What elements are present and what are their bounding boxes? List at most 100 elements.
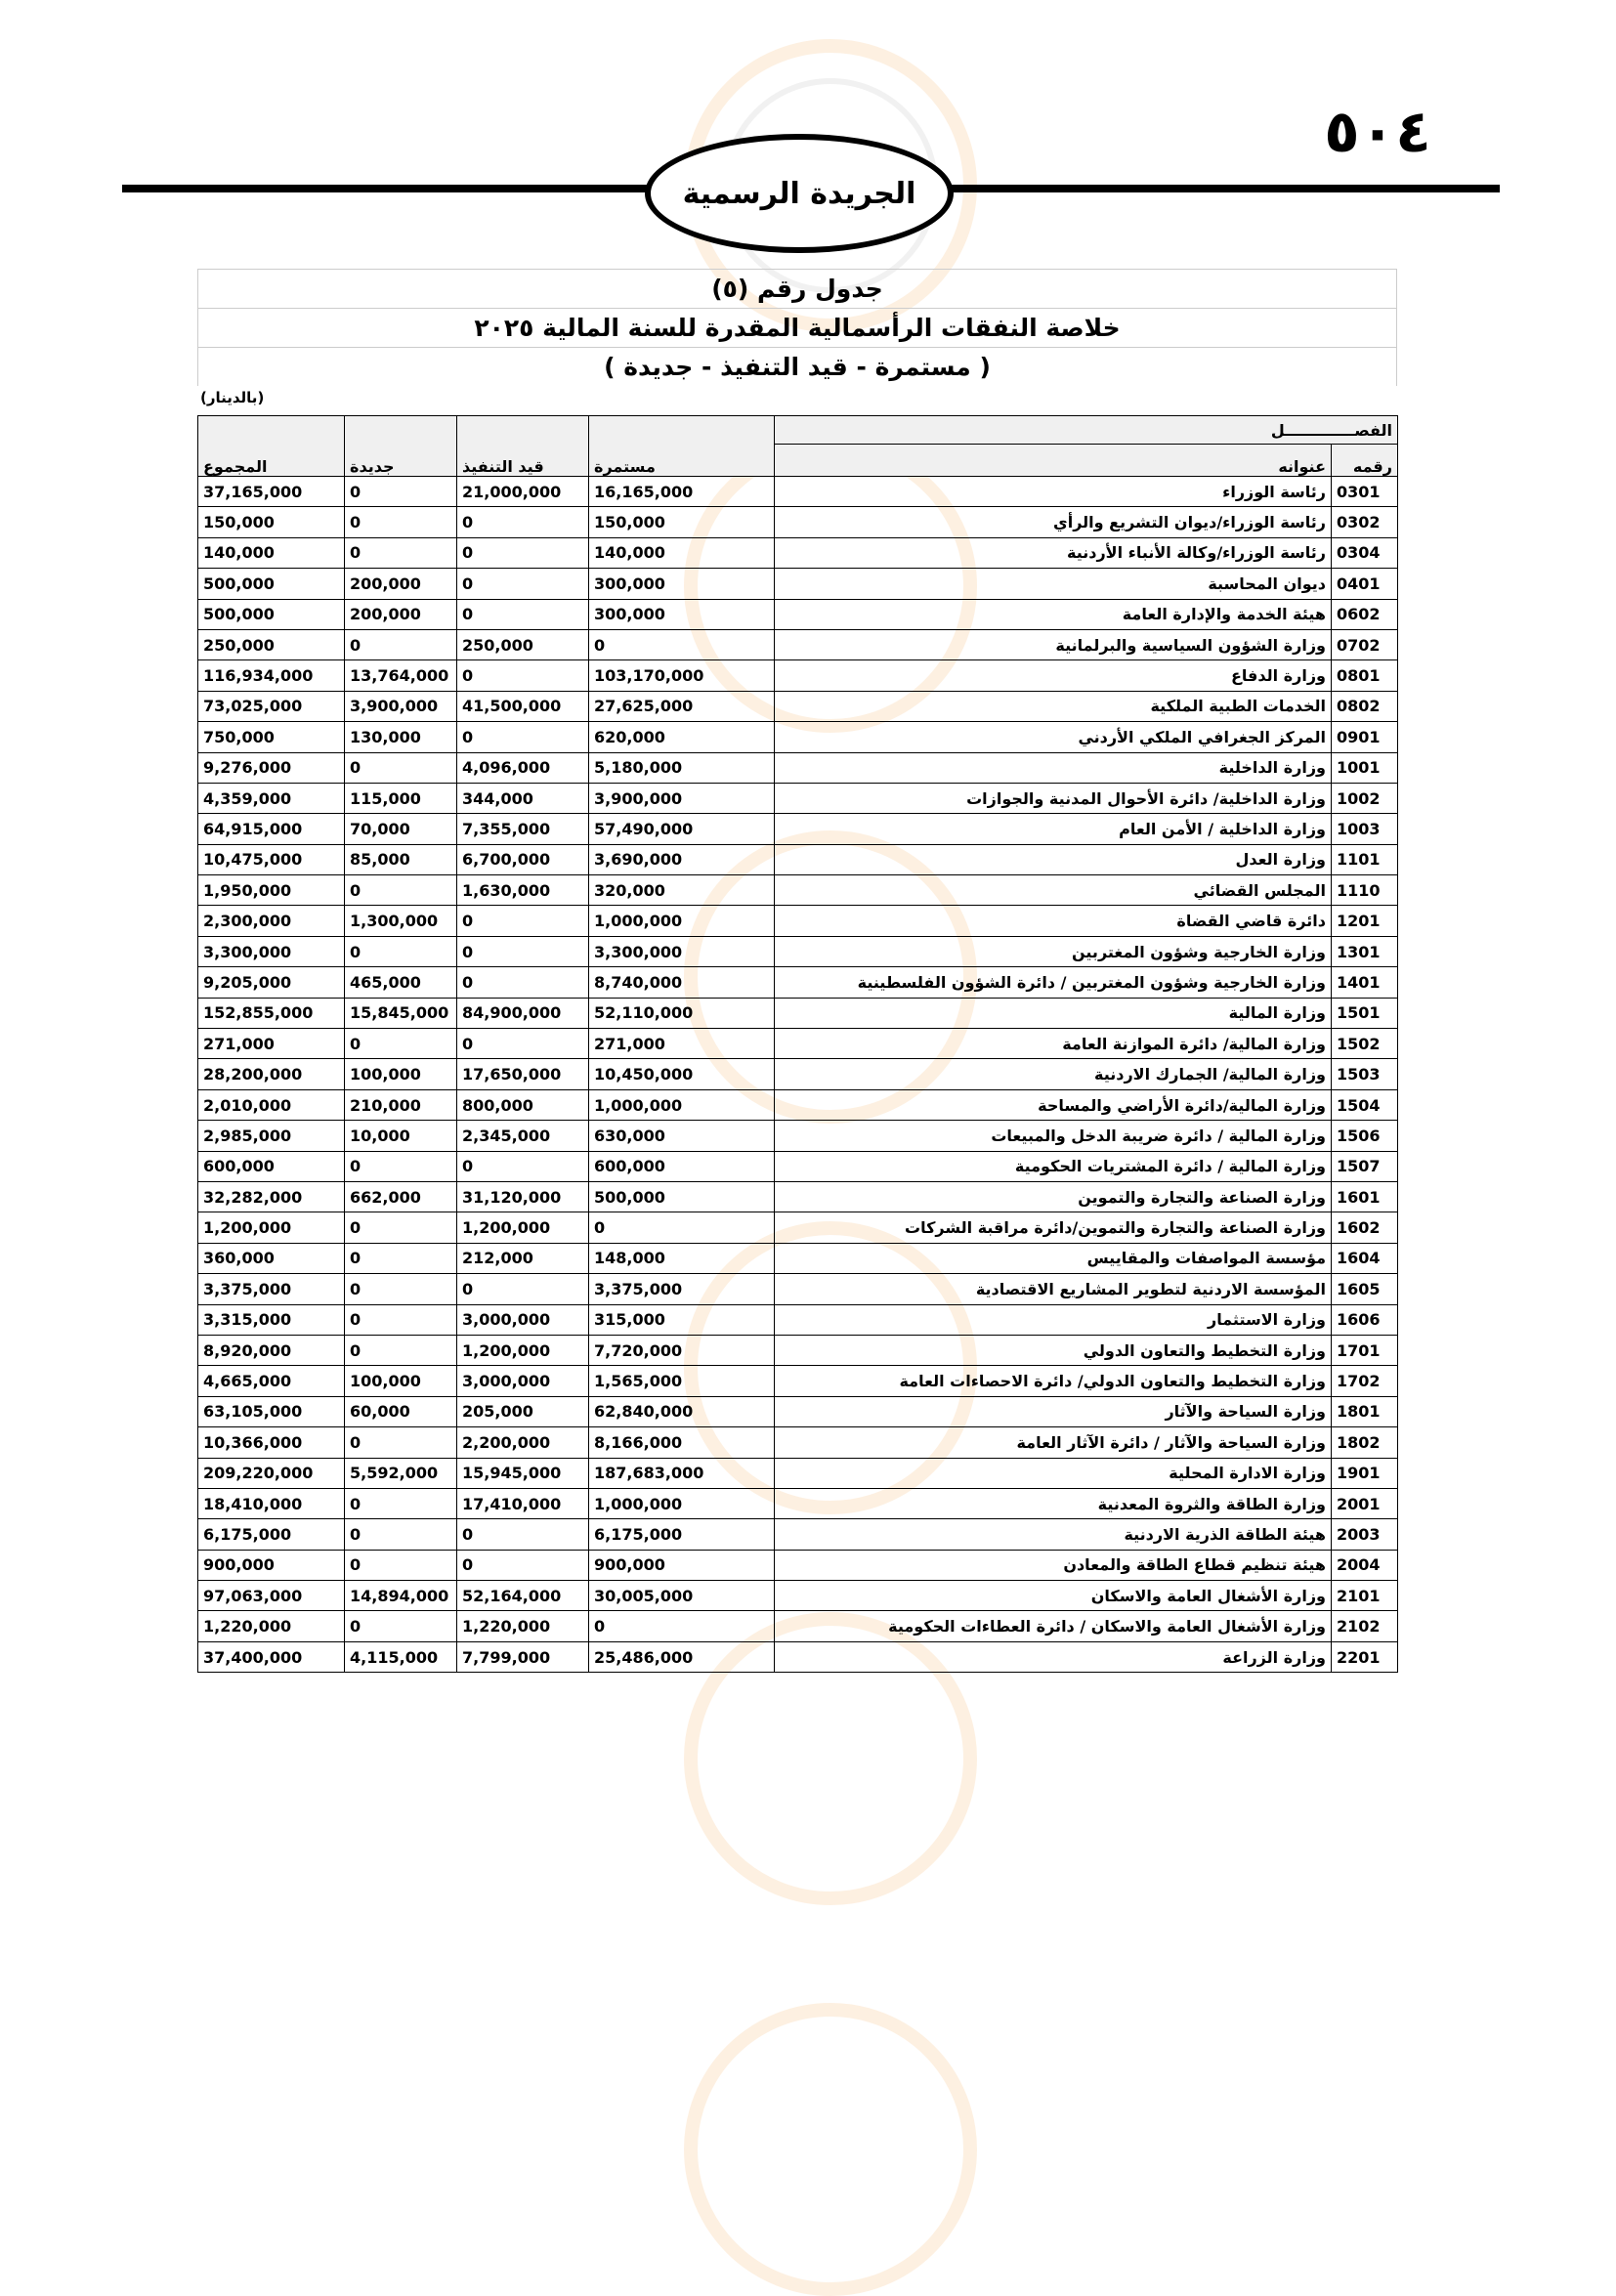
new-amount: 0 bbox=[344, 1487, 457, 1520]
chapter-code: 1702 bbox=[1331, 1365, 1398, 1397]
ongoing-amount: 10,450,000 bbox=[588, 1058, 775, 1090]
table-row: 2004 هيئة تنظيم قطاع الطاقة والمعادن 900,0… bbox=[197, 1549, 1398, 1582]
chapter-name: وزارة الصناعة والتجارة والتموين bbox=[774, 1180, 1332, 1213]
chapter-name: وزارة الداخلية bbox=[774, 751, 1332, 784]
total-amount: 4,359,000 bbox=[197, 782, 345, 815]
total-amount: 9,276,000 bbox=[197, 751, 345, 784]
total-amount: 360,000 bbox=[197, 1242, 345, 1275]
table-row: 1110 المجلس القضائي 320,000 1,630,000 0 1,950… bbox=[197, 874, 1398, 907]
chapter-code: 1601 bbox=[1331, 1180, 1398, 1213]
new-amount: 70,000 bbox=[344, 813, 457, 845]
table-row: 0702 وزارة الشؤون السياسية والبرلمانية 0 25… bbox=[197, 628, 1398, 661]
table-row: 1301 وزارة الخارجية وشؤون المغتربين 3,300,… bbox=[197, 935, 1398, 968]
chapter-code: 1401 bbox=[1331, 966, 1398, 999]
new-amount: 10,000 bbox=[344, 1120, 457, 1152]
table-row: 1504 وزارة المالية/دائرة الأراضي والمساحة… bbox=[197, 1088, 1398, 1122]
in-progress-amount: 1,220,000 bbox=[456, 1610, 589, 1642]
new-amount: 200,000 bbox=[344, 568, 457, 600]
ongoing-amount: 8,740,000 bbox=[588, 966, 775, 999]
new-amount: 0 bbox=[344, 475, 457, 508]
new-amount: 210,000 bbox=[344, 1088, 457, 1122]
total-amount: 37,400,000 bbox=[197, 1640, 345, 1674]
in-progress-amount: 17,650,000 bbox=[456, 1058, 589, 1090]
in-progress-amount: 0 bbox=[456, 966, 589, 999]
table-title-block: جدول رقم (٥) خلاصة النفقات الرأسمالية ال… bbox=[197, 269, 1397, 386]
chapter-code: 1506 bbox=[1331, 1120, 1398, 1152]
total-amount: 900,000 bbox=[197, 1549, 345, 1582]
ongoing-amount: 7,720,000 bbox=[588, 1334, 775, 1367]
in-progress-amount: 7,799,000 bbox=[456, 1640, 589, 1674]
table-row: 1604 مؤسسة المواصفات والمقاييس 148,000 212,… bbox=[197, 1242, 1398, 1275]
chapter-name: وزارة الأشغال العامة والاسكان / دائرة ال… bbox=[774, 1610, 1332, 1642]
chapter-code: 0302 bbox=[1331, 506, 1398, 538]
ongoing-amount: 27,625,000 bbox=[588, 690, 775, 723]
chapter-code: 1801 bbox=[1331, 1395, 1398, 1428]
table-row: 2001 وزارة الطاقة والثروة المعدنية 1,000,0… bbox=[197, 1487, 1398, 1520]
chapter-name: وزارة الخارجية وشؤون المغتربين bbox=[774, 935, 1332, 968]
total-amount: 271,000 bbox=[197, 1028, 345, 1060]
chapter-code: 1604 bbox=[1331, 1242, 1398, 1275]
chapter-code: 1002 bbox=[1331, 782, 1398, 815]
chapter-code: 2102 bbox=[1331, 1610, 1398, 1642]
table-row: 0802 الخدمات الطبية الملكية 27,625,000 41,5… bbox=[197, 690, 1398, 723]
new-amount: 5,592,000 bbox=[344, 1457, 457, 1489]
in-progress-amount: 15,945,000 bbox=[456, 1457, 589, 1489]
table-row: 1201 دائرة قاضي القضاة 1,000,000 0 1,300,000… bbox=[197, 905, 1398, 937]
chapter-code: 1701 bbox=[1331, 1334, 1398, 1367]
in-progress-amount: 21,000,000 bbox=[456, 475, 589, 508]
ongoing-amount: 148,000 bbox=[588, 1242, 775, 1275]
ongoing-amount: 1,565,000 bbox=[588, 1365, 775, 1397]
ongoing-amount: 30,005,000 bbox=[588, 1580, 775, 1612]
in-progress-amount: 1,200,000 bbox=[456, 1334, 589, 1367]
chapter-code: 1501 bbox=[1331, 997, 1398, 1030]
new-amount: 0 bbox=[344, 751, 457, 784]
table-row: 1003 وزارة الداخلية / الأمن العام 57,490,0… bbox=[197, 813, 1398, 845]
chapter-name: وزارة الادارة المحلية bbox=[774, 1457, 1332, 1489]
in-progress-amount: 1,630,000 bbox=[456, 874, 589, 907]
ongoing-amount: 150,000 bbox=[588, 506, 775, 538]
ongoing-amount: 620,000 bbox=[588, 721, 775, 753]
chapter-name: رئاسة الوزراء bbox=[774, 475, 1332, 508]
total-amount: 8,920,000 bbox=[197, 1334, 345, 1367]
in-progress-amount: 800,000 bbox=[456, 1088, 589, 1122]
in-progress-amount: 0 bbox=[456, 1518, 589, 1551]
table-row: 0301 رئاسة الوزراء 16,165,000 21,000,000 0 37… bbox=[197, 475, 1398, 508]
total-amount: 750,000 bbox=[197, 721, 345, 753]
new-amount: 15,845,000 bbox=[344, 997, 457, 1030]
table-number: جدول رقم (٥) bbox=[197, 269, 1397, 308]
chapter-name: هيئة الخدمة والإدارة العامة bbox=[774, 598, 1332, 630]
new-amount: 0 bbox=[344, 1303, 457, 1336]
in-progress-amount: 3,000,000 bbox=[456, 1365, 589, 1397]
chapter-code: 2001 bbox=[1331, 1487, 1398, 1520]
header-in-progress: قيد التنفيذ bbox=[456, 415, 589, 477]
chapter-name: وزارة التخطيط والتعاون الدولي/ دائرة الا… bbox=[774, 1365, 1332, 1397]
ongoing-amount: 3,300,000 bbox=[588, 935, 775, 968]
ongoing-amount: 271,000 bbox=[588, 1028, 775, 1060]
chapter-code: 1110 bbox=[1331, 874, 1398, 907]
new-amount: 130,000 bbox=[344, 721, 457, 753]
chapter-code: 1901 bbox=[1331, 1457, 1398, 1489]
new-amount: 115,000 bbox=[344, 782, 457, 815]
new-amount: 662,000 bbox=[344, 1180, 457, 1213]
ongoing-amount: 3,900,000 bbox=[588, 782, 775, 815]
chapter-name: المؤسسة الاردنية لتطوير المشاريع الاقتصا… bbox=[774, 1273, 1332, 1305]
new-amount: 0 bbox=[344, 506, 457, 538]
table-row: 1506 وزارة المالية / دائرة ضريبة الدخل وا… bbox=[197, 1120, 1398, 1152]
in-progress-amount: 0 bbox=[456, 659, 589, 692]
chapter-name: وزارة الصناعة والتجارة والتموين/دائرة مر… bbox=[774, 1212, 1332, 1244]
chapter-name: المجلس القضائي bbox=[774, 874, 1332, 907]
total-amount: 3,375,000 bbox=[197, 1273, 345, 1305]
header-total: المجموع bbox=[197, 415, 345, 477]
in-progress-amount: 7,355,000 bbox=[456, 813, 589, 845]
chapter-name: وزارة الأشغال العامة والاسكان bbox=[774, 1580, 1332, 1612]
chapter-code: 0702 bbox=[1331, 628, 1398, 661]
ongoing-amount: 300,000 bbox=[588, 598, 775, 630]
in-progress-amount: 2,200,000 bbox=[456, 1426, 589, 1459]
total-amount: 250,000 bbox=[197, 628, 345, 661]
chapter-code: 1301 bbox=[1331, 935, 1398, 968]
in-progress-amount: 0 bbox=[456, 598, 589, 630]
chapter-name: وزارة المالية / دائرة المشتريات الحكومية bbox=[774, 1150, 1332, 1182]
new-amount: 465,000 bbox=[344, 966, 457, 999]
ongoing-amount: 600,000 bbox=[588, 1150, 775, 1182]
in-progress-amount: 0 bbox=[456, 905, 589, 937]
